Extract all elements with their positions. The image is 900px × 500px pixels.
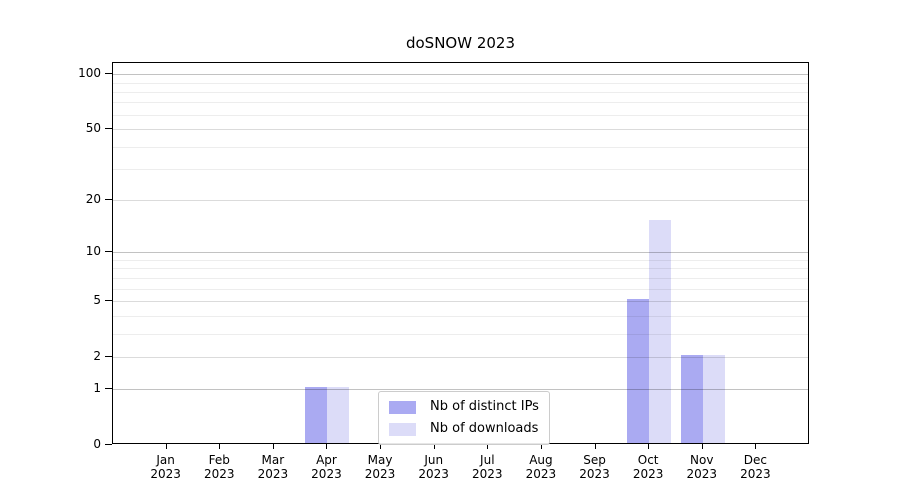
legend-swatch-downloads [389,422,416,436]
x-tick-year: 2023 [203,467,235,481]
y-tick-label: 5 [93,293,101,307]
legend-item-distinct-ips: Nb of distinct IPs [389,399,539,415]
gridline-mid [113,200,808,202]
legend: Nb of distinct IPs Nb of downloads [378,391,550,445]
bar-oct-series0 [627,299,650,443]
y-tick-label: 2 [93,348,101,363]
bar-apr-series1 [327,387,350,443]
gridline-minor [113,333,808,335]
gridline-minor [113,102,808,104]
x-tick-mark [594,444,596,449]
gridline-major [113,74,808,76]
legend-label-distinct-ips: Nb of distinct IPs [430,399,539,414]
y-tick-mark [105,199,112,201]
x-tick-year: 2023 [632,467,664,481]
legend-swatch-distinct-ips [389,400,416,414]
x-tick-label: Jan 2023 [134,453,198,481]
x-tick-mark [165,444,167,449]
x-tick-mark [648,444,650,449]
y-tick-label: 0 [93,437,101,451]
x-tick-year: 2023 [150,467,181,481]
gridline-minor [113,268,808,270]
x-tick-mark [272,444,274,449]
gridline-minor [113,315,808,317]
y-tick-mark [105,355,112,357]
x-tick-mark [219,444,221,449]
gridline-minor [113,277,808,279]
x-tick-label: Jun 2023 [402,453,466,481]
y-tick-mark [105,444,112,445]
x-tick-label: Nov 2023 [670,453,734,481]
y-tick-mark [105,300,112,301]
gridline-minor [113,288,808,290]
x-tick-label: Apr 2023 [294,453,358,481]
gridline-mid [113,356,808,358]
y-tick-mark [105,128,112,130]
x-tick-label: Feb 2023 [187,453,251,481]
x-tick-year: 2023 [686,467,718,481]
x-tick-year: 2023 [257,467,289,481]
x-tick-mark [380,444,382,449]
gridline-minor [113,82,808,84]
x-tick-year: 2023 [311,467,342,481]
gridline-minor [113,114,808,116]
x-tick-label: Aug 2023 [509,453,573,481]
x-tick-label: Jul 2023 [455,453,519,481]
x-tick-mark [326,444,328,449]
x-tick-label: Dec 2023 [723,453,787,481]
x-tick-mark [755,444,757,449]
x-tick-year: 2023 [472,467,503,481]
y-tick-mark [105,251,112,253]
x-tick-year: 2023 [579,467,610,481]
gridline-minor [113,146,808,148]
x-tick-year: 2023 [525,467,557,481]
x-tick-label: May 2023 [348,453,412,481]
x-tick-label: Sep 2023 [563,453,627,481]
x-tick-mark [487,444,489,449]
gridline-minor [113,259,808,261]
gridline-major [113,389,808,391]
gridline-minor [113,169,808,171]
gridline-major [113,252,808,254]
bar-nov-series1 [702,354,725,443]
gridline-mid [113,301,808,302]
x-tick-label: Oct 2023 [616,453,680,481]
x-tick-year: 2023 [364,467,396,481]
x-tick-mark [433,444,435,449]
legend-item-downloads: Nb of downloads [389,421,539,437]
gridline-mid [113,129,808,131]
legend-label-downloads: Nb of downloads [430,421,539,436]
y-tick-label: 10 [85,244,101,259]
x-tick-label: Mar 2023 [241,453,305,481]
y-tick-label: 50 [85,121,101,136]
x-tick-year: 2023 [418,467,449,481]
y-tick-label: 100 [78,66,101,81]
y-tick-label: 20 [85,192,101,207]
gridline-minor [113,91,808,93]
bar-oct-series1 [649,220,672,443]
y-tick-mark [105,388,112,390]
y-tick-label: 1 [93,381,101,396]
x-tick-mark [540,444,542,449]
x-tick-year: 2023 [740,467,771,481]
y-tick-mark [105,73,112,75]
x-tick-mark [701,444,703,449]
plot-area: Nb of distinct IPs Nb of downloads [112,62,809,445]
bar-nov-series0 [680,354,703,443]
chart-title: doSNOW 2023 [405,34,516,52]
bar-apr-series0 [305,387,328,443]
